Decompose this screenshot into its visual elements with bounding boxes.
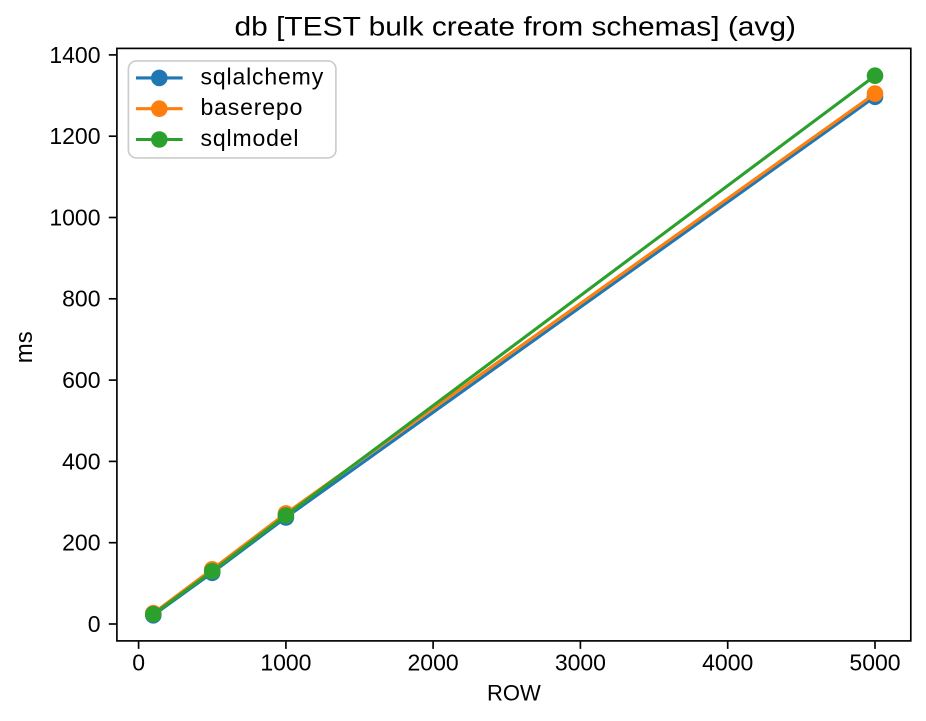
- svg-text:600: 600: [62, 367, 100, 393]
- svg-text:sqlmodel: sqlmodel: [201, 125, 300, 151]
- svg-text:200: 200: [62, 530, 100, 556]
- svg-text:800: 800: [62, 286, 100, 312]
- svg-text:1000: 1000: [49, 204, 100, 230]
- svg-text:ms: ms: [11, 331, 38, 363]
- svg-text:4000: 4000: [702, 649, 753, 675]
- svg-text:0: 0: [132, 649, 145, 675]
- svg-text:2000: 2000: [408, 649, 459, 675]
- svg-text:db [TEST bulk create from sche: db [TEST bulk create from schemas] (avg): [235, 12, 797, 42]
- svg-text:baserepo: baserepo: [201, 94, 304, 120]
- svg-text:5000: 5000: [849, 649, 900, 675]
- svg-text:400: 400: [62, 448, 100, 474]
- svg-text:1400: 1400: [49, 42, 100, 68]
- svg-text:sqlalchemy: sqlalchemy: [201, 63, 325, 89]
- svg-text:0: 0: [88, 611, 101, 637]
- svg-text:3000: 3000: [555, 649, 606, 675]
- svg-text:1200: 1200: [49, 123, 100, 149]
- svg-text:1000: 1000: [260, 649, 311, 675]
- svg-text:ROW: ROW: [487, 681, 541, 706]
